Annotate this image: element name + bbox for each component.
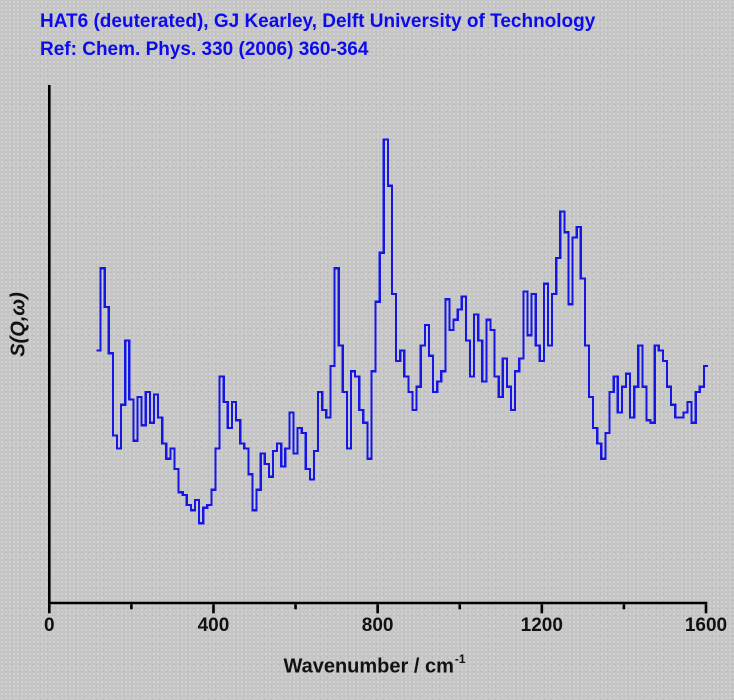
x-tick-label: 1200	[520, 615, 563, 636]
x-tick-label: 800	[361, 615, 394, 636]
x-tick-label: 1600	[684, 615, 728, 636]
figure-title-line1: HAT6 (deuterated), GJ Kearley, Delft Uni…	[40, 11, 596, 32]
figure-title: HAT6 (deuterated), GJ Kearley, Delft Uni…	[40, 8, 595, 64]
x-tick-label: 400	[197, 615, 230, 636]
spectrum-curve	[96, 138, 709, 525]
y-axis-label: S(Q,ω)	[7, 292, 30, 357]
x-tick-label: 0	[44, 615, 55, 636]
figure-title-line2: Ref: Chem. Phys. 330 (2006) 360-364	[40, 39, 369, 60]
x-axis-label-exponent: -1	[454, 652, 466, 666]
x-axis-label: Wavenumber / cm-1	[0, 652, 734, 679]
x-axis-label-text: Wavenumber / cm	[283, 655, 454, 678]
